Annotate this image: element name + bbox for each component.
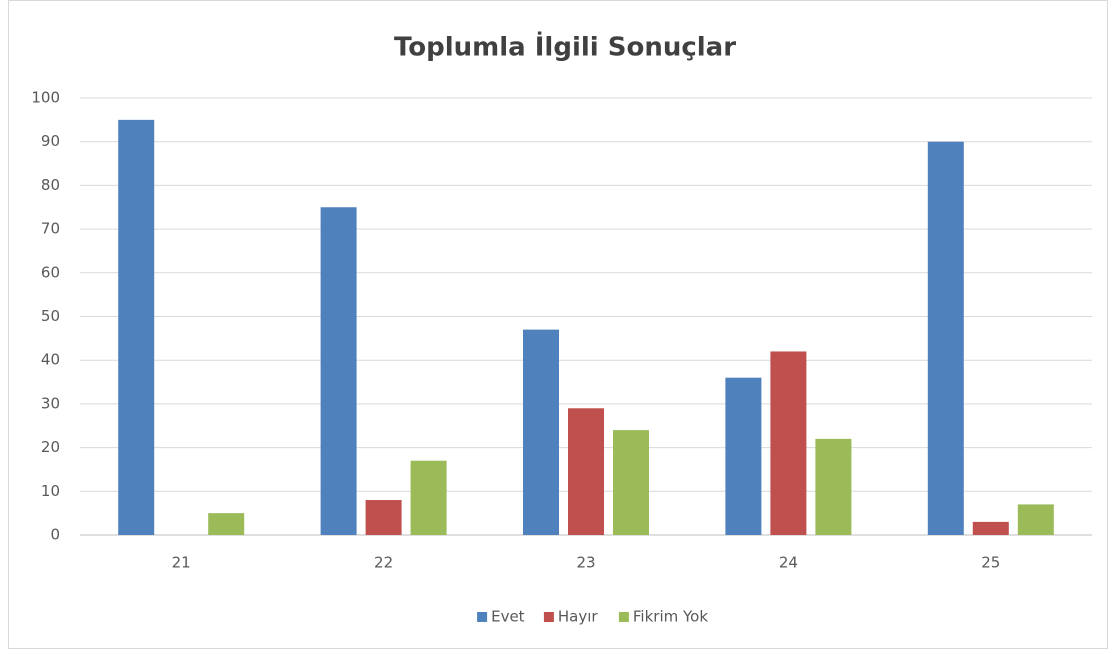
y-tick-label: 10 (41, 482, 60, 500)
y-tick-label: 50 (41, 307, 60, 325)
legend-swatch (543, 612, 554, 622)
chart-border (8, 0, 1108, 649)
y-tick-label: 40 (41, 351, 60, 369)
legend-label: Evet (491, 608, 525, 626)
bar (410, 460, 447, 535)
x-tick-label: 24 (779, 554, 798, 572)
legend-swatch (618, 612, 629, 622)
bar (770, 351, 807, 535)
x-tick-label: 23 (576, 554, 595, 572)
legend-label: Fikrim Yok (633, 608, 708, 626)
bar (208, 513, 245, 535)
legend-swatch (477, 612, 488, 622)
x-tick-label: 22 (374, 554, 393, 572)
bar (118, 119, 155, 535)
y-tick-label: 30 (41, 394, 60, 412)
bar (568, 408, 604, 535)
bar (972, 521, 1009, 535)
y-tick-label: 20 (41, 438, 60, 456)
chart-title: Toplumla İlgili Sonuçlar (394, 31, 736, 63)
bar (725, 377, 762, 535)
y-tick-label: 80 (41, 176, 60, 194)
x-tick-label: 25 (981, 554, 1000, 572)
bar (320, 207, 357, 535)
y-tick-label: 70 (41, 220, 60, 238)
bar (365, 500, 402, 535)
y-tick-label: 100 (31, 89, 60, 107)
bar (815, 438, 852, 535)
bar (523, 329, 559, 535)
y-tick-label: 60 (41, 263, 60, 281)
x-tick-label: 21 (172, 554, 191, 572)
bar (1017, 504, 1054, 535)
y-tick-label: 90 (41, 132, 60, 150)
bar (927, 141, 964, 535)
y-tick-label: 0 (50, 526, 60, 544)
legend-label: Hayır (558, 608, 599, 626)
bar (613, 430, 649, 535)
